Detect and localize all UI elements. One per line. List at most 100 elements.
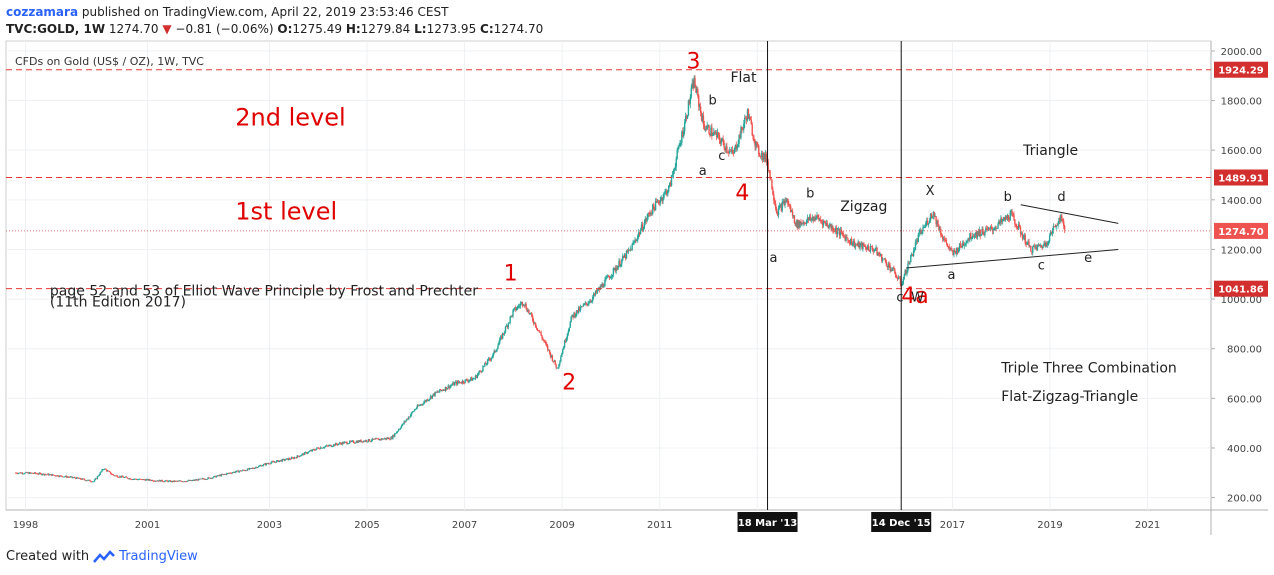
candle-body [884,258,887,262]
candle-body [685,115,688,119]
candle-body [254,467,256,469]
candle-body [315,448,317,451]
candle-body [76,477,79,479]
candle-body [331,446,333,448]
candle-body [31,472,33,474]
candle-body [856,244,859,246]
candle-body [767,161,769,171]
candle-body [477,373,479,375]
candle-body [811,217,813,219]
candle-body [590,301,592,302]
candle-body [999,220,1001,223]
candle-body [954,250,956,252]
candle-body [651,212,653,214]
candle-body [1046,242,1048,246]
candle-body [446,388,449,390]
x-tick-label: 2007 [452,520,477,531]
publisher-name[interactable]: cozzamara [6,5,79,19]
candle-body [216,475,219,477]
candle-body [288,458,290,460]
candle-body [44,474,46,476]
candle-body [20,472,23,474]
candle-body [462,380,464,383]
candle-body [955,251,957,254]
candle-body [279,460,282,462]
candle-body [566,333,569,339]
candle-body [865,248,868,250]
candle-body [525,304,527,309]
candle-body [300,455,302,457]
candle-body [709,133,711,136]
candle-body [494,350,496,353]
candle-body [820,219,822,221]
candle-body [270,462,272,464]
candle-body [577,307,580,313]
candle-body [70,476,72,478]
candle-body [151,480,153,481]
candle-body [1045,242,1047,247]
candle-body [122,476,125,478]
candle-body [986,228,988,230]
candle-body [974,232,977,237]
candle-body [91,481,93,483]
candle-body [916,240,919,242]
candle-body [695,87,697,93]
candle-body [964,244,966,246]
candle-body [158,480,160,482]
candle-body [698,95,700,107]
candle-body [84,479,86,481]
candle-body [694,77,696,88]
candle-body [523,304,525,306]
candle-body [675,158,677,168]
tradingview-brand[interactable]: TradingView [119,549,198,564]
candle-body [261,465,264,467]
candle-body [440,390,443,391]
candle-body [1049,231,1052,236]
candle-body [188,480,191,482]
candle-body [634,240,636,243]
candle-body [467,380,469,382]
candle-body [903,275,905,280]
candle-body [528,310,530,314]
candle-body [859,244,861,248]
candle-body [683,131,685,137]
candle-body [513,308,515,311]
candle-body [336,444,339,446]
candle-body [79,477,82,480]
candle-body [85,480,87,482]
candle-body [452,382,454,385]
candle-body [49,474,52,476]
candle-body [770,178,772,180]
candle-body [787,198,789,205]
candle-body [797,220,799,228]
candle-body [890,268,892,271]
candle-body [182,481,184,483]
candle-body [842,233,844,236]
candle-body [539,331,541,333]
candle-body [920,230,922,234]
candle-body [756,142,758,145]
candle-body [605,277,607,280]
candle-body [647,213,649,218]
candle-body [50,474,53,476]
candle-body [515,307,517,311]
candle-body [786,198,788,203]
last-price-label: 1274.70 [1218,227,1264,238]
candle-body [383,438,386,440]
candle-body [830,224,832,229]
candle-body [1001,218,1003,222]
candle-body [665,190,667,192]
candle-body [896,277,898,279]
candle-body [980,234,982,237]
candle-body [307,451,310,453]
chart-annotation: W [911,291,924,306]
candle-body [132,479,134,480]
candle-body [370,440,373,442]
candle-body [25,472,27,473]
candle-body [136,479,138,481]
candle-body [500,336,502,339]
candle-body [628,249,631,251]
candle-body [215,476,218,478]
candle-body [219,475,221,477]
